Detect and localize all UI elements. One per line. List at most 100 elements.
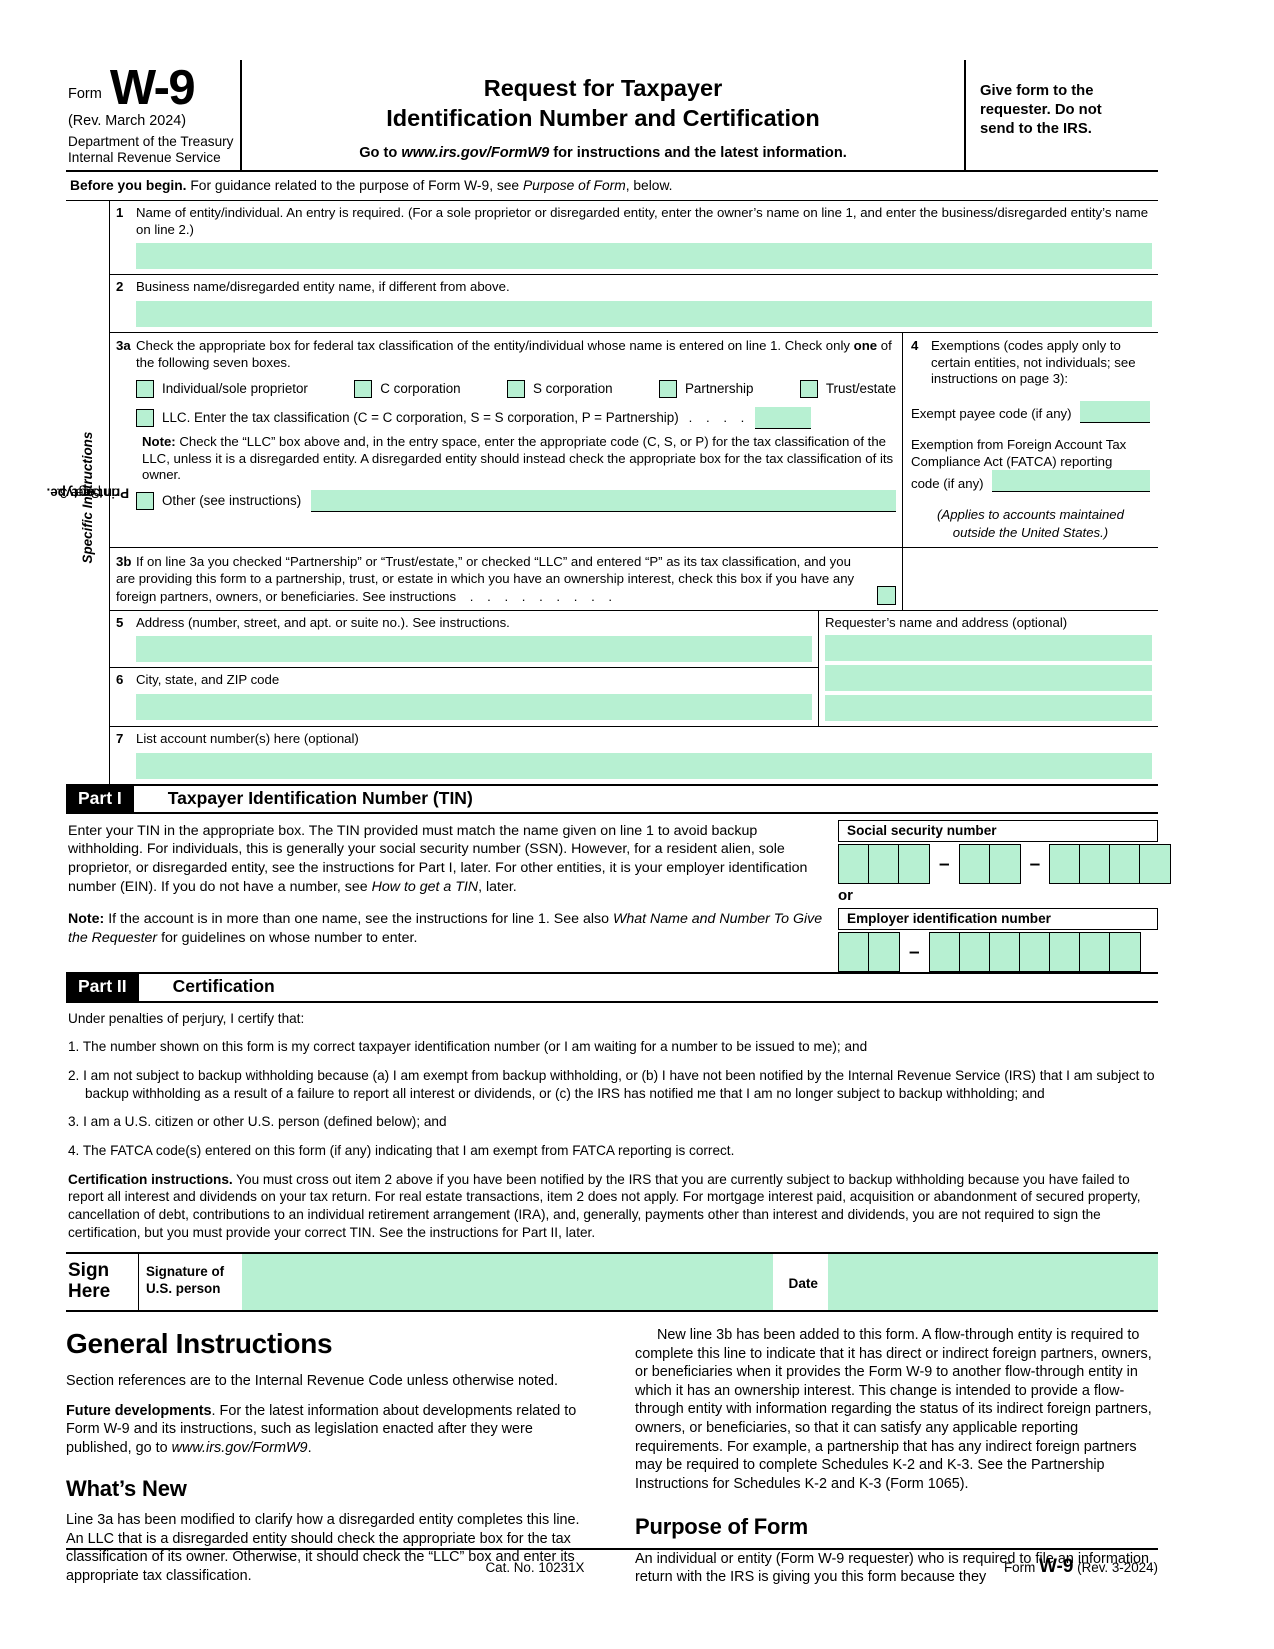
ssn-digit-5[interactable] — [989, 845, 1020, 884]
line-5-label: Address (number, street, and apt. or sui… — [136, 615, 510, 631]
catalog-number: Cat. No. 10231X — [485, 1560, 585, 1575]
line-1-label: Name of entity/individual. An entry is r… — [136, 205, 1149, 237]
form-body: See Specific Instructions on page 3. Pri… — [46, 201, 1158, 786]
checkbox-trust-estate[interactable] — [799, 380, 818, 399]
label-trust-estate: Trust/estate — [825, 381, 897, 397]
general-instructions-para-1: Section references are to the Internal R… — [66, 1373, 558, 1390]
ssn-group-3 — [1049, 844, 1172, 885]
line-5-address-input[interactable] — [136, 636, 812, 663]
checkbox-llc[interactable] — [136, 409, 154, 428]
before-you-begin-note: Before you begin. For guidance related t… — [66, 172, 1158, 202]
ssn-digit-9[interactable] — [1140, 845, 1171, 884]
certification-intro: Under penalties of perjury, I certify th… — [68, 1010, 305, 1026]
instructions-section: General Instructions Section references … — [66, 1326, 1158, 1598]
ein-digit-9[interactable] — [1109, 933, 1140, 972]
ein-digit-7[interactable] — [1049, 933, 1080, 972]
requester-address-input-3[interactable] — [825, 695, 1152, 722]
requester-address-input-1[interactable] — [825, 635, 1152, 662]
form-line-3a: 3a Check the appropriate box for federal… — [110, 333, 902, 547]
line-1-name-input[interactable] — [136, 243, 1152, 270]
before-you-begin-text-a: For guidance related to the purpose of F… — [186, 178, 523, 194]
exempt-payee-code-input[interactable] — [1079, 400, 1150, 423]
form-sheet: Form W-9 (Rev. March 2024) Department of… — [46, 60, 1172, 1598]
ein-digit-6[interactable] — [1019, 933, 1050, 972]
address-and-requester-row: 5 Address (number, street, and apt. or su… — [110, 611, 1158, 728]
ssn-digit-4[interactable] — [959, 845, 990, 884]
line-3b-label: If on line 3a you checked “Partnership” … — [116, 553, 855, 604]
form-footer: Cat. No. 10231X Form W-9 (Rev. 3-2024) — [66, 1548, 1158, 1578]
give-form-line-1: Give form to the — [980, 83, 1094, 99]
part-2-label: Part II — [66, 974, 139, 1001]
ein-label: Employer identification number — [838, 907, 1158, 931]
line-3a-label-b: of the following seven boxes. — [136, 337, 892, 370]
give-form-line-2: requester. Do not — [980, 101, 1102, 118]
line-3a-label-bold: one — [853, 337, 878, 353]
before-you-begin-text-b: , below. — [625, 178, 673, 194]
form-label: Form — [68, 86, 102, 103]
certification-instructions-text: You must cross out item 2 above if you h… — [68, 1171, 1141, 1240]
certification-body: Under penalties of perjury, I certify th… — [66, 1003, 1158, 1242]
fatca-reporting-code-input[interactable] — [991, 470, 1150, 493]
ssn-digit-7[interactable] — [1080, 845, 1111, 884]
ssn-digit-1[interactable] — [839, 845, 869, 884]
line-3a-label-a: Check the appropriate box for federal ta… — [136, 337, 854, 353]
applies-note-line-1: (Applies to accounts maintained — [937, 507, 1124, 523]
form-line-6: 6 City, state, and ZIP code — [110, 668, 818, 724]
ssn-digit-8[interactable] — [1110, 845, 1141, 884]
future-developments-url[interactable]: www.irs.gov/FormW9 — [171, 1440, 308, 1456]
ein-digit-3[interactable] — [929, 933, 960, 972]
part-1-note-bold: Note: — [68, 911, 105, 928]
line-7-label: List account number(s) here (optional) — [136, 731, 359, 747]
part-1-para-1-italic: How to get a TIN — [371, 878, 479, 895]
part-1-label: Part I — [66, 785, 134, 812]
checkbox-individual-sole-proprietor[interactable] — [136, 380, 154, 399]
line-3a-note-bold: Note: — [142, 434, 176, 450]
requester-address-input-2[interactable] — [825, 665, 1152, 692]
checkbox-s-corporation[interactable] — [506, 380, 525, 399]
exempt-payee-code-label: Exempt payee code (if any) — [911, 406, 1072, 422]
ein-digit-4[interactable] — [959, 933, 990, 972]
ssn-digit-6[interactable] — [1050, 845, 1081, 884]
form-line-5: 5 Address (number, street, and apt. or su… — [110, 611, 818, 669]
part-1-paragraph-1: Enter your TIN in the appropriate box. T… — [68, 822, 824, 896]
ein-digit-8[interactable] — [1079, 933, 1110, 972]
line-3b-leader-dots: . . . . . . . . . — [469, 588, 618, 604]
ein-digit-5[interactable] — [989, 933, 1020, 972]
checkbox-foreign-partners[interactable] — [877, 586, 896, 606]
side-rail-instructions: See Specific Instructions on page 3. Pri… — [46, 201, 129, 784]
ssn-boxes: – – — [838, 844, 1172, 885]
certification-item-4: 4. The FATCA code(s) entered on this for… — [68, 1143, 735, 1159]
ein-digit-2[interactable] — [869, 933, 899, 972]
requester-label: Requester’s name and address (optional) — [825, 615, 1068, 631]
ssn-digit-3[interactable] — [899, 845, 929, 884]
line-6-city-state-zip-input[interactable] — [136, 693, 812, 720]
ssn-separator-2: – — [1029, 853, 1041, 875]
part-2-title: Certification — [172, 976, 275, 997]
checkbox-partnership[interactable] — [658, 380, 677, 399]
checkbox-c-corporation[interactable] — [354, 380, 373, 399]
signature-row: Sign Here Signature of U.S. person Date — [66, 1252, 1158, 1313]
llc-tax-classification-input[interactable] — [755, 407, 812, 430]
checkbox-other[interactable] — [136, 492, 154, 511]
part-1-body: Enter your TIN in the appropriate box. T… — [66, 814, 1172, 973]
form-line-3a-row: 3a Check the appropriate box for federal… — [110, 332, 1158, 548]
ssn-digit-2[interactable] — [869, 845, 899, 884]
line-2-business-name-input[interactable] — [136, 300, 1152, 327]
signature-label-line-1: Signature of — [146, 1264, 225, 1280]
part-1-para-1-end: , later. — [478, 878, 517, 895]
date-input[interactable] — [828, 1254, 1158, 1311]
requester-block: Requester’s name and address (optional) — [818, 611, 1158, 727]
line-7-account-numbers-input[interactable] — [136, 752, 1152, 779]
ein-group-1 — [838, 932, 900, 973]
certification-item-1: 1. The number shown on this form is my c… — [68, 1039, 868, 1055]
rail-print-or-type: Print or type. — [46, 485, 129, 501]
other-classification-input[interactable] — [311, 490, 896, 513]
date-label: Date — [788, 1276, 818, 1292]
certification-instructions: Certification instructions. You must cro… — [68, 1171, 1156, 1242]
part-1-note-a: If the account is in more than one name,… — [104, 911, 613, 928]
signature-input[interactable] — [242, 1254, 773, 1311]
ein-digit-1[interactable] — [839, 933, 869, 972]
irs-url-link[interactable]: www.irs.gov/FormW9 — [401, 145, 550, 162]
ssn-group-1 — [838, 844, 930, 885]
